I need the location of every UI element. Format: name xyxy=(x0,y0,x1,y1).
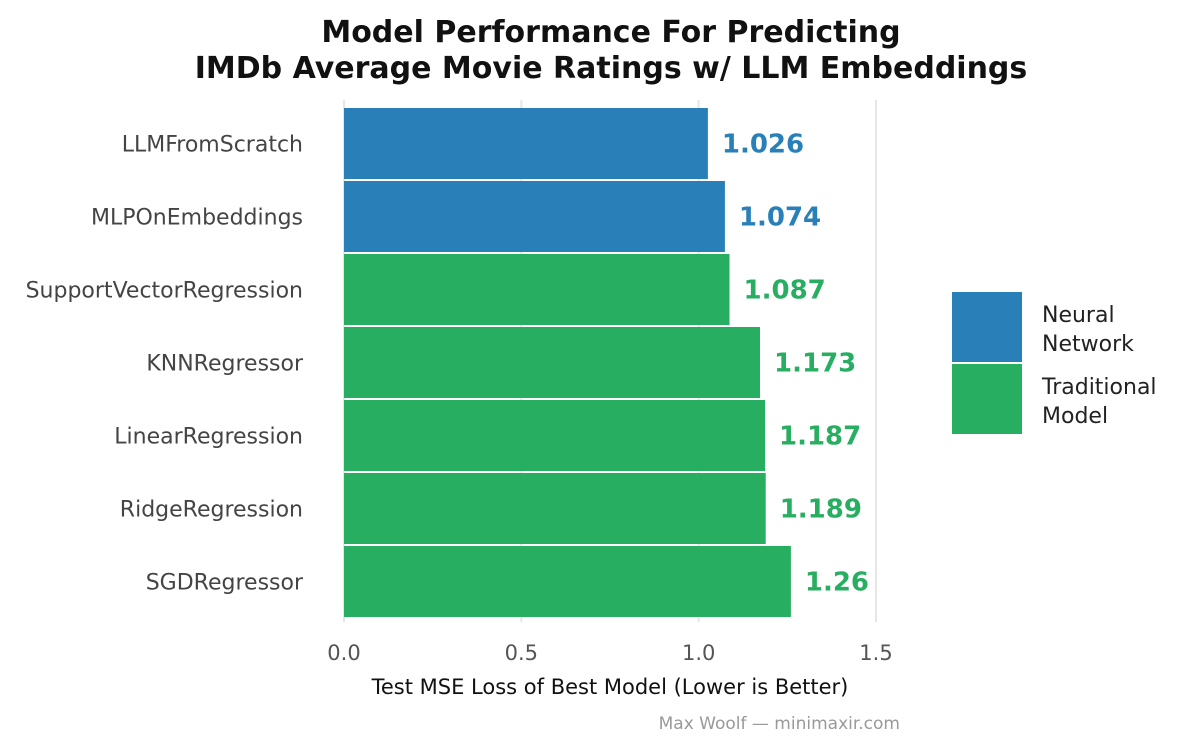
legend-label-1-0: Traditional xyxy=(1041,375,1157,400)
x-tick-label: 1.0 xyxy=(682,641,715,665)
legend-label-1-1: Model xyxy=(1042,404,1108,429)
x-axis-ticks: 0.0 0.5 1.0 1.5 xyxy=(327,641,892,665)
bars xyxy=(344,108,791,617)
legend-label-0-0: Neural xyxy=(1042,303,1115,328)
chart-title-line-2: IMDb Average Movie Ratings w/ LLM Embedd… xyxy=(195,51,1028,86)
bar-SGDRegressor xyxy=(344,546,791,617)
value-label-LLMFromScratch: 1.026 xyxy=(722,130,804,160)
x-axis-label: Test MSE Loss of Best Model (Lower is Be… xyxy=(371,675,849,699)
value-label-SupportVectorRegression: 1.087 xyxy=(744,276,826,306)
category-label-SupportVectorRegression: SupportVectorRegression xyxy=(26,279,303,304)
bar-LLMFromScratch xyxy=(344,108,708,179)
category-label-KNNRegressor: KNNRegressor xyxy=(146,352,304,377)
legend-swatch-1 xyxy=(952,364,1022,434)
bar-SupportVectorRegression xyxy=(344,254,730,325)
value-label-LinearRegression: 1.187 xyxy=(779,422,861,452)
chart-title-line-1: Model Performance For Predicting xyxy=(321,15,900,50)
legend-swatch-0 xyxy=(952,292,1022,362)
legend: Neural Network Traditional Model xyxy=(952,292,1157,434)
caption: Max Woolf — minimaxir.com xyxy=(659,714,900,734)
category-label-SGDRegressor: SGDRegressor xyxy=(146,571,304,596)
value-label-SGDRegressor: 1.26 xyxy=(805,568,869,598)
bar-MLPOnEmbeddings xyxy=(344,181,725,252)
category-label-MLPOnEmbeddings: MLPOnEmbeddings xyxy=(91,206,303,231)
chart-title: Model Performance For Predicting IMDb Av… xyxy=(195,15,1028,86)
value-label-RidgeRegression: 1.189 xyxy=(780,495,862,525)
legend-label-0-1: Network xyxy=(1042,332,1134,357)
value-label-MLPOnEmbeddings: 1.074 xyxy=(739,203,821,233)
category-labels: LLMFromScratch MLPOnEmbeddings SupportVect… xyxy=(26,133,304,596)
bar-RidgeRegression xyxy=(344,473,766,544)
x-tick-label: 0.5 xyxy=(505,641,538,665)
category-label-LLMFromScratch: LLMFromScratch xyxy=(122,133,303,158)
category-label-RidgeRegression: RidgeRegression xyxy=(120,498,303,523)
bar-LinearRegression xyxy=(344,400,765,471)
bar-KNNRegressor xyxy=(344,327,761,398)
value-label-KNNRegressor: 1.173 xyxy=(774,349,856,379)
x-tick-label: 1.5 xyxy=(859,641,892,665)
value-labels: 1.026 1.074 1.087 1.173 1.187 1.189 1.26 xyxy=(722,130,869,598)
category-label-LinearRegression: LinearRegression xyxy=(114,425,303,450)
x-tick-label: 0.0 xyxy=(327,641,360,665)
